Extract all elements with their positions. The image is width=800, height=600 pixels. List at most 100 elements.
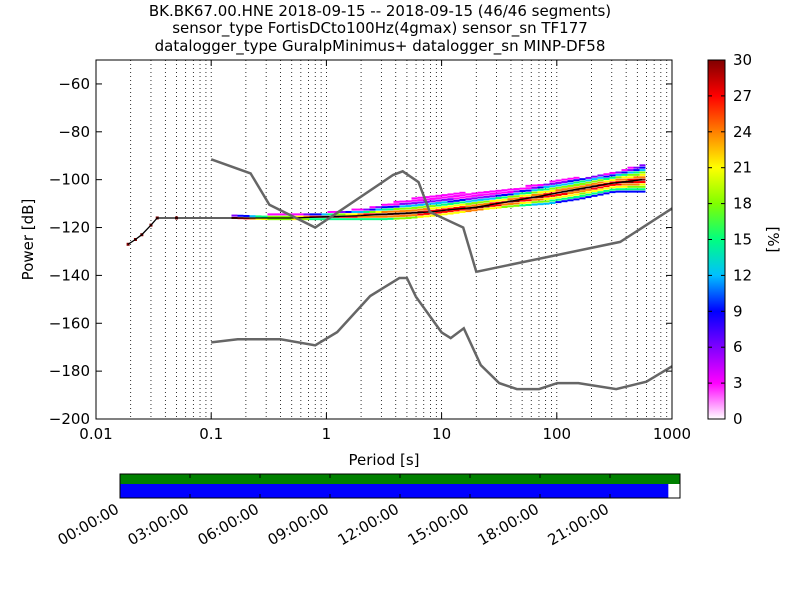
psd-cell <box>453 195 460 198</box>
psd-cell <box>459 208 466 211</box>
psd-cell <box>519 197 526 200</box>
psd-cell <box>393 215 400 218</box>
psd-cell <box>573 176 580 179</box>
psd-cell <box>273 215 280 218</box>
psd-cell <box>477 198 484 201</box>
psd-cell <box>585 179 592 182</box>
coverage-tick-label: 06:00:00 <box>195 500 262 549</box>
psd-cell <box>519 199 526 202</box>
plot-area <box>96 60 672 419</box>
psd-cell <box>531 203 538 206</box>
coverage-tick-label: 03:00:00 <box>125 500 192 549</box>
psd-cell <box>345 215 352 218</box>
psd-cell <box>405 200 412 203</box>
psd-cell <box>621 171 628 174</box>
psd-cell <box>591 175 598 178</box>
psd-cell <box>279 218 286 221</box>
psd-cell <box>603 185 610 188</box>
psd-cell <box>423 208 430 211</box>
psd-cell <box>435 199 442 202</box>
psd-cell <box>399 214 406 217</box>
psd-cell <box>525 184 532 187</box>
psd-cell <box>399 210 406 213</box>
psd-cell <box>597 181 604 184</box>
psd-cell <box>453 199 460 202</box>
psd-cell <box>261 215 268 218</box>
psd-cell <box>519 204 526 207</box>
psd-cell <box>501 198 508 201</box>
psd-cell <box>339 213 346 216</box>
psd-cell <box>561 188 568 191</box>
psd-cell <box>609 183 616 186</box>
psd-cell <box>237 214 244 217</box>
psd-cell <box>543 188 550 191</box>
psd-cell <box>537 186 544 189</box>
psd-cell <box>489 195 496 198</box>
psd-cell <box>471 209 478 212</box>
psd-cell <box>555 198 562 201</box>
psd-cell <box>429 197 436 200</box>
psd-cell <box>351 210 358 213</box>
psd-cell <box>561 193 568 196</box>
psd-cell <box>531 191 538 194</box>
psd-cell <box>567 182 574 185</box>
psd-cell <box>303 213 310 216</box>
psd-cell <box>549 199 556 202</box>
psd-cell <box>471 194 478 197</box>
psd-cell <box>405 217 412 220</box>
psd-cell <box>549 197 556 200</box>
psd-cell <box>597 174 604 177</box>
psd-cell <box>537 200 544 203</box>
psd-cell <box>441 194 448 197</box>
psd-cell <box>267 213 274 216</box>
psd-cell <box>357 208 364 211</box>
psd-cell <box>459 203 466 206</box>
colorbar-tick-label: 30 <box>733 51 752 69</box>
psd-cell <box>405 207 412 210</box>
psd-cell <box>573 179 580 182</box>
psd-cell <box>483 198 490 201</box>
psd-cell <box>465 200 472 203</box>
psd-cell <box>375 208 382 211</box>
psd-cell <box>549 180 556 183</box>
psd-cell <box>279 213 286 216</box>
psd-cell <box>639 185 646 188</box>
psd-cell <box>399 217 406 220</box>
psd-cell <box>579 192 586 195</box>
psd-cell <box>585 184 592 187</box>
psd-cell <box>453 197 460 200</box>
psd-cell <box>627 183 634 186</box>
psd-cell <box>603 189 610 192</box>
psd-cell <box>555 189 562 192</box>
psd-cell <box>531 189 538 192</box>
psd-cell <box>369 215 376 218</box>
psd-cell <box>531 186 538 189</box>
x-tick-label: 0.01 <box>79 425 112 443</box>
psd-cell <box>465 205 472 208</box>
y-axis-label: Power [dB] <box>19 199 37 281</box>
psd-cell <box>615 185 622 188</box>
psd-cell <box>507 205 514 208</box>
psd-cell <box>327 218 334 221</box>
psd-cell <box>369 218 376 221</box>
psd-cell <box>411 214 418 217</box>
psd-cell <box>483 193 490 196</box>
psd-cell <box>387 203 394 206</box>
psd-cell <box>621 188 628 191</box>
y-tick-label: −200 <box>49 410 90 428</box>
chart-title-line-3: datalogger_type GuralpMinimus+ datalogge… <box>154 37 606 55</box>
psd-cell <box>417 196 424 199</box>
psd-cell <box>447 198 454 201</box>
y-tick-label: −160 <box>49 314 90 332</box>
psd-cell <box>387 217 394 220</box>
psd-cell <box>507 190 514 193</box>
psd-cell <box>537 203 544 206</box>
psd-cell <box>573 184 580 187</box>
psd-cell <box>579 185 586 188</box>
colorbar-tick-label: 18 <box>733 195 752 213</box>
psd-cell <box>351 208 358 211</box>
psd-cell <box>627 178 634 181</box>
psd-cell <box>489 190 496 193</box>
psd-cell <box>477 194 484 197</box>
x-tick-label: 0.1 <box>199 425 223 443</box>
